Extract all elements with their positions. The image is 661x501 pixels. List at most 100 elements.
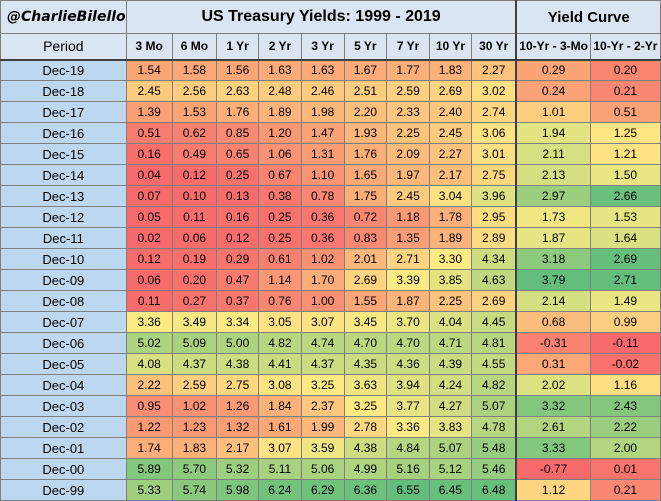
- yield-cell: 1.99: [300, 416, 345, 438]
- yield-cell: 3.06: [470, 122, 517, 144]
- yield-cell: 0.11: [125, 290, 173, 312]
- yield-cell: 0.12: [171, 164, 218, 186]
- yield-cell: 0.65: [216, 143, 260, 165]
- yield-cell: 3.96: [470, 185, 517, 207]
- yield-cell: 4.27: [428, 395, 472, 417]
- yield-cell: 4.38: [343, 437, 388, 459]
- yield-cell: 6.55: [386, 479, 430, 501]
- curve-spread-cell: -0.02: [589, 353, 661, 375]
- yield-cell: 1.56: [216, 58, 260, 81]
- yield-cell: 2.45: [125, 80, 173, 102]
- curve-header: 10-Yr - 3-Mo: [515, 33, 591, 60]
- yield-cell: 3.34: [216, 311, 260, 333]
- yield-cell: 2.17: [428, 164, 472, 186]
- yield-cell: 0.02: [125, 227, 173, 249]
- yield-cell: 1.39: [125, 101, 173, 123]
- yield-cell: 4.74: [300, 332, 345, 354]
- yield-cell: 1.89: [258, 101, 302, 123]
- yield-cell: 5.07: [428, 437, 472, 459]
- table-row: Dec-03 0.95 1.02 1.26 1.84 2.37 3.25 3.77 4.27 5.…: [0, 395, 661, 417]
- curve-spread-cell: 3.32: [515, 395, 591, 417]
- yield-cell: 0.06: [171, 227, 218, 249]
- yield-cell: 1.77: [386, 58, 430, 81]
- yield-cell: 3.05: [258, 311, 302, 333]
- yield-cell: 0.62: [171, 122, 218, 144]
- curve-spread-cell: 2.22: [589, 416, 661, 438]
- yield-cell: 2.63: [216, 80, 260, 102]
- yield-cell: 4.78: [470, 416, 517, 438]
- yield-cell: 3.01: [470, 143, 517, 165]
- yield-cell: 5.48: [470, 437, 517, 459]
- curve-spread-cell: 2.97: [515, 185, 591, 207]
- yield-cell: 1.00: [300, 290, 345, 312]
- yield-cell: 3.94: [386, 374, 430, 396]
- table-row: Dec-04 2.22 2.59 2.75 3.08 3.25 3.63 3.94 4.24 4.…: [0, 374, 661, 396]
- table-row: Dec-15 0.16 0.49 0.65 1.06 1.31 1.76 2.09 2.27 3.…: [0, 143, 661, 165]
- yield-cell: 1.18: [386, 206, 430, 228]
- curve-spread-cell: -0.31: [515, 332, 591, 354]
- yield-cell: 6.36: [343, 479, 388, 501]
- yield-cell: 2.37: [300, 395, 345, 417]
- yield-cell: 2.09: [386, 143, 430, 165]
- curve-spread-cell: 3.79: [515, 269, 591, 291]
- curve-spread-cell: 2.43: [589, 395, 661, 417]
- yield-cell: 0.04: [125, 164, 173, 186]
- yield-cell: 1.89: [428, 227, 472, 249]
- yield-cell: 1.70: [300, 269, 345, 291]
- yield-cell: 5.46: [470, 458, 517, 480]
- period-cell: Dec-09: [0, 269, 127, 291]
- yield-cell: 3.77: [386, 395, 430, 417]
- curve-spread-cell: 2.00: [589, 437, 661, 459]
- yield-cell: 1.83: [171, 437, 218, 459]
- yield-cell: 5.11: [258, 458, 302, 480]
- yield-cell: 2.25: [428, 290, 472, 312]
- table-row: Dec-13 0.07 0.10 0.13 0.38 0.78 1.75 2.45 3.04 3.…: [0, 185, 661, 207]
- yield-cell: 5.07: [470, 395, 517, 417]
- curve-spread-cell: 1.16: [589, 374, 661, 396]
- yield-cell: 4.08: [125, 353, 173, 375]
- yield-cell: 4.36: [386, 353, 430, 375]
- yield-cell: 0.95: [125, 395, 173, 417]
- curve-spread-cell: 2.11: [515, 143, 591, 165]
- yield-cell: 2.46: [300, 80, 345, 102]
- yield-cell: 2.71: [386, 248, 430, 270]
- curve-spread-cell: 0.01: [589, 458, 661, 480]
- maturity-header: 3 Mo: [125, 33, 173, 60]
- yield-cell: 5.06: [300, 458, 345, 480]
- curve-spread-cell: 0.51: [589, 101, 661, 123]
- yield-cell: 0.25: [216, 164, 260, 186]
- yield-cell: 2.75: [470, 164, 517, 186]
- curve-spread-cell: 1.73: [515, 206, 591, 228]
- curve-spread-cell: 2.71: [589, 269, 661, 291]
- yield-cell: 0.12: [125, 248, 173, 270]
- yield-cell: 0.36: [300, 227, 345, 249]
- period-cell: Dec-14: [0, 164, 127, 186]
- yield-cell: 5.98: [216, 479, 260, 501]
- yield-cell: 2.33: [386, 101, 430, 123]
- yield-cell: 1.76: [343, 143, 388, 165]
- yield-cell: 1.63: [300, 58, 345, 81]
- yield-cell: 1.26: [216, 395, 260, 417]
- yield-cell: 2.45: [386, 185, 430, 207]
- yield-cell: 5.12: [428, 458, 472, 480]
- yield-cell: 6.48: [470, 479, 517, 501]
- period-cell: Dec-06: [0, 332, 127, 354]
- yield-cell: 3.70: [386, 311, 430, 333]
- yield-cell: 0.83: [343, 227, 388, 249]
- yield-cell: 3.07: [258, 437, 302, 459]
- yield-cell: 4.84: [386, 437, 430, 459]
- yield-cell: 2.69: [470, 290, 517, 312]
- yield-cell: 1.02: [171, 395, 218, 417]
- maturity-header: 1 Yr: [216, 33, 260, 60]
- yield-cell: 5.09: [171, 332, 218, 354]
- curve-spread-cell: 1.87: [515, 227, 591, 249]
- period-cell: Dec-13: [0, 185, 127, 207]
- yield-cell: 3.25: [300, 374, 345, 396]
- period-cell: Dec-08: [0, 290, 127, 312]
- table-row: Dec-14 0.04 0.12 0.25 0.67 1.10 1.65 1.97 2.17 2.…: [0, 164, 661, 186]
- period-cell: Dec-05: [0, 353, 127, 375]
- yield-cell: 4.71: [428, 332, 472, 354]
- yield-cell: 4.41: [258, 353, 302, 375]
